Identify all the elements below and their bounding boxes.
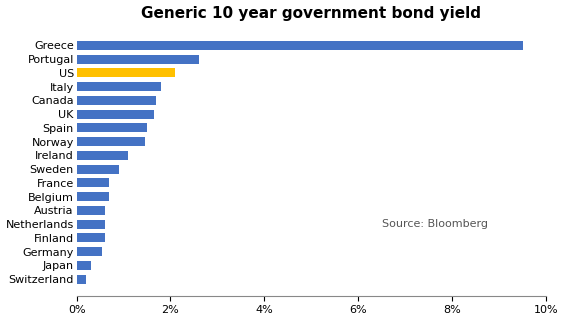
Bar	[77, 68, 175, 77]
Bar	[77, 220, 105, 229]
Bar	[77, 192, 109, 201]
Bar	[77, 233, 105, 242]
Bar	[77, 165, 119, 174]
Bar	[77, 55, 199, 64]
Bar	[77, 109, 154, 118]
Bar	[77, 247, 103, 256]
Text: Source: Bloomberg: Source: Bloomberg	[382, 219, 488, 229]
Bar	[77, 261, 91, 270]
Bar	[77, 275, 86, 283]
Title: Generic 10 year government bond yield: Generic 10 year government bond yield	[142, 5, 481, 21]
Bar	[77, 96, 156, 105]
Bar	[77, 151, 128, 160]
Bar	[77, 123, 147, 132]
Bar	[77, 178, 109, 187]
Bar	[77, 137, 145, 146]
Bar	[77, 206, 105, 215]
Bar	[77, 41, 523, 50]
Bar	[77, 82, 161, 91]
